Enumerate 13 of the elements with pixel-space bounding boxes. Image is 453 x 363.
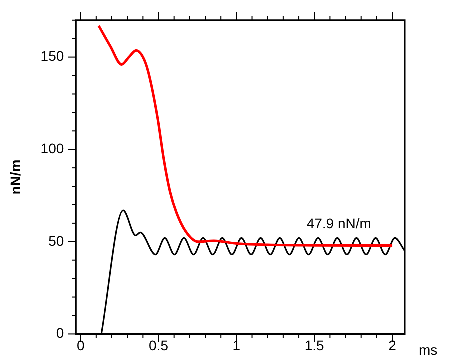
- x-tick-label: 0: [76, 337, 85, 354]
- y-tick-label: 100: [40, 140, 64, 156]
- x-tick-label: 1: [232, 337, 241, 354]
- y-tick-label: 150: [40, 48, 64, 64]
- x-tick-label: 2: [388, 337, 397, 354]
- y-tick-label: 50: [48, 232, 64, 249]
- x-axis-title: ms: [419, 342, 438, 358]
- y-tick-label: 0: [56, 325, 64, 342]
- x-tick-label: 1.5: [304, 337, 325, 354]
- annotation: 47.9 nN/m: [306, 216, 372, 232]
- x-tick-label: 0.5: [149, 337, 169, 354]
- line-series: [98, 24, 394, 248]
- y-axis-title: nN/m: [7, 160, 24, 195]
